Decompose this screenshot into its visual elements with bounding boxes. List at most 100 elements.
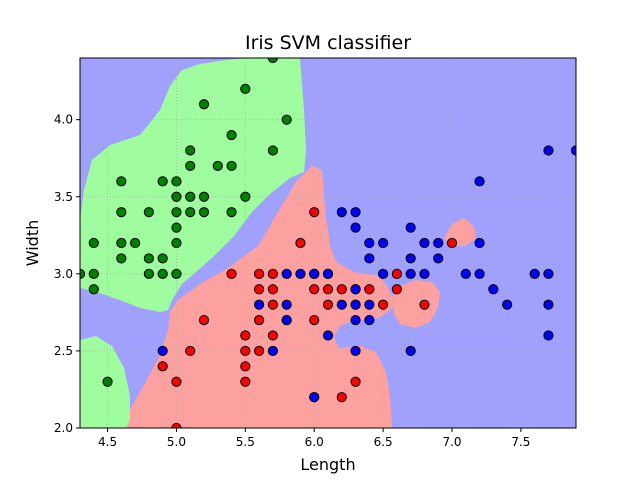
red-point — [254, 314, 265, 326]
blue-point — [281, 268, 292, 279]
blue-point — [322, 330, 334, 341]
green-point — [171, 207, 182, 218]
green-point — [143, 268, 154, 279]
red-point — [240, 345, 251, 357]
blue-point — [488, 284, 499, 295]
blue-point — [474, 268, 485, 279]
green-point — [171, 176, 182, 187]
green-point — [116, 237, 127, 249]
plot-area — [80, 58, 576, 428]
green-region — [80, 58, 306, 312]
x-tick-label: 6.5 — [374, 435, 393, 449]
blue-point — [474, 237, 485, 249]
green-point — [102, 376, 113, 387]
blue-point — [405, 268, 416, 279]
green-point — [88, 268, 99, 279]
red-point — [240, 361, 251, 372]
blue-point — [350, 299, 361, 310]
red-region — [126, 166, 394, 428]
red-point — [185, 345, 196, 357]
green-point — [116, 207, 127, 218]
blue-point — [295, 268, 306, 279]
red-point — [336, 392, 347, 403]
green-point — [116, 176, 127, 187]
red-point — [309, 207, 320, 218]
red-point — [336, 284, 347, 295]
green-point — [157, 253, 168, 264]
x-tick-label: 4.5 — [98, 435, 117, 449]
blue-point — [336, 207, 347, 218]
x-axis-label: Length — [300, 455, 355, 474]
green-point — [212, 160, 223, 172]
blue-point — [267, 345, 278, 357]
green-point — [171, 222, 182, 233]
green-point — [130, 237, 141, 249]
blue-point — [364, 314, 375, 326]
red-point — [267, 268, 278, 279]
blue-point — [433, 237, 444, 249]
blue-point — [460, 268, 471, 279]
blue-point — [350, 222, 361, 233]
green-point — [226, 160, 237, 172]
green-point — [226, 207, 237, 218]
red-point — [157, 361, 168, 372]
red-point — [267, 299, 278, 310]
blue-point — [309, 268, 320, 279]
blue-point — [364, 299, 375, 310]
red-point — [240, 330, 251, 341]
green-point — [143, 253, 154, 264]
red-point — [309, 284, 320, 295]
red-point — [322, 284, 334, 295]
green-point — [281, 114, 292, 125]
red-point — [198, 314, 210, 326]
plot-frame — [79, 57, 577, 429]
green-point — [185, 207, 196, 218]
blue-point — [254, 299, 265, 310]
green-point — [185, 145, 196, 156]
blue-point — [309, 392, 320, 403]
blue-point — [322, 268, 334, 279]
green-point — [88, 237, 99, 249]
blue-point — [281, 314, 292, 326]
red-point — [391, 284, 402, 295]
blue-point — [350, 314, 361, 326]
blue-point — [433, 253, 444, 264]
x-tick-label: 7.0 — [442, 435, 461, 449]
red-point — [309, 314, 320, 326]
green-point — [240, 191, 251, 202]
green-point — [226, 129, 237, 141]
green-point — [198, 99, 210, 110]
x-tick-label: 5.0 — [167, 435, 186, 449]
y-tick-label: 2.0 — [54, 421, 73, 435]
red-point — [322, 299, 334, 310]
blue-point — [543, 299, 554, 310]
blue-point — [350, 207, 361, 218]
x-ticks: 4.5 5.0 5.5 6.0 6.5 7.0 7.5 — [98, 428, 530, 449]
y-tick-label: 4.0 — [54, 113, 73, 127]
points — [80, 58, 576, 428]
red-point — [267, 284, 278, 295]
blue-point — [157, 345, 168, 357]
chart-title: Iris SVM classifier — [245, 32, 411, 54]
green-point — [116, 253, 127, 264]
green-point — [240, 83, 251, 94]
red-point — [350, 376, 361, 387]
green-point — [157, 268, 168, 279]
y-tick-label: 3.0 — [54, 267, 73, 281]
blue-point — [281, 299, 292, 310]
red-point — [446, 237, 458, 249]
blue-point — [474, 176, 485, 187]
green-point — [143, 207, 154, 218]
red-point — [378, 299, 389, 310]
y-ticks: 2.0 2.5 3.0 3.5 4.0 — [54, 113, 80, 435]
x-tick-label: 6.0 — [305, 435, 324, 449]
red-point — [254, 284, 265, 295]
y-axis-label: Width — [23, 220, 42, 266]
green-point — [88, 284, 99, 295]
green-point — [171, 268, 182, 279]
green-point — [171, 191, 182, 202]
red-point — [295, 237, 306, 249]
red-point — [364, 284, 375, 295]
blue-point — [336, 299, 347, 310]
